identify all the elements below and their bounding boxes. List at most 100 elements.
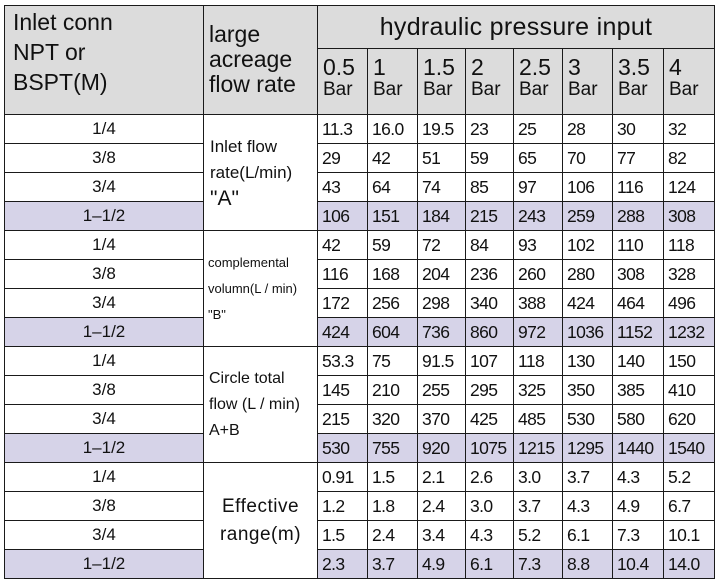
value-cell: 7.3 [612,520,664,550]
pressure-unit: Bar [471,79,501,100]
group-label-line: complemental [208,254,289,270]
value-cell: 2.1 [417,462,466,492]
inlet-size-cell: 1/4 [4,230,204,260]
value-cell: 82 [663,143,715,173]
value-cell: 604 [367,317,418,347]
value-cell: 370 [417,404,466,434]
value-cell: 3.7 [367,549,418,579]
value-cell: 53.3 [317,346,368,376]
value-cell: 4.3 [612,462,664,492]
pressure-unit: Bar [568,79,598,100]
value-cell: 204 [417,259,466,289]
table-body: 1/4 Inlet flow rate(L/min) "A" 11.3 16.0 19.5 2… [4,114,715,579]
pressure-header-cell: 4 Bar [663,48,715,115]
value-cell: 2.4 [417,491,466,521]
group-label-cell: Circle total flow (L / min) A+B [203,346,318,463]
value-cell: 16.0 [367,114,418,144]
table-row: 3/8 1.2 1.8 2.4 3.0 3.7 4.3 4.9 6.7 [4,491,715,521]
value-cell: 485 [513,404,563,434]
value-cell: 5.2 [663,462,715,492]
pressure-value: 4 [669,54,682,80]
inlet-header-line: NPT or [13,39,86,65]
value-cell: 1440 [612,433,664,463]
value-cell: 151 [367,201,418,231]
table-row: 1/4 Effective range(m) 0.91 1.5 2.1 2.6 3.0 3.7 4… [4,462,715,579]
inlet-size-cell: 1/4 [4,346,204,376]
pressure-unit: Bar [423,79,453,100]
inlet-size-cell: 3/4 [4,404,204,434]
pressure-header-cell: 0.5 Bar [317,48,368,115]
pressure-header-row: 0.5 Bar 1 Bar 1.5 Bar 2 Bar 2.5 Bar 3 Bar 3.5 Bar 4 Bar [5,48,715,115]
value-cell: 3.7 [513,491,563,521]
value-cell: 215 [317,404,368,434]
value-cell: 23 [465,114,514,144]
value-cell: 410 [663,375,715,405]
value-cell: 280 [562,259,613,289]
value-cell: 3.0 [513,462,563,492]
value-cell: 32 [663,114,715,144]
pressure-value: 3.5 [618,54,650,80]
value-cell: 116 [612,172,664,202]
value-cell: 385 [612,375,664,405]
pressure-value: 1.5 [423,54,455,80]
value-cell: 860 [465,317,514,347]
value-cell: 215 [465,201,514,231]
value-cell: 340 [465,288,514,318]
inlet-size-cell: 3/8 [4,375,204,405]
value-cell: 4.3 [465,520,514,550]
value-cell: 118 [513,346,563,376]
table-row: 3/8 145 210 255 295 325 350 385 410 [4,375,715,405]
group-label-cell: complemental volumn(L / min) "B" [203,230,318,347]
value-cell: 4.9 [417,549,466,579]
value-cell: 1232 [663,317,715,347]
inlet-size-cell: 3/8 [4,143,204,173]
group-label-cell: Inlet flow rate(L/min) "A" [203,114,318,231]
value-cell: 325 [513,375,563,405]
value-cell: 97 [513,172,563,202]
value-cell: 168 [367,259,418,289]
pressure-value: 3 [568,54,581,80]
value-cell: 30 [612,114,664,144]
table-row: 1–1/2 2.3 3.7 4.9 6.1 7.3 8.8 10.4 14.0 [4,549,715,579]
large-header-line: flow rate [209,71,296,97]
value-cell: 3.0 [465,491,514,521]
value-cell: 10.1 [663,520,715,550]
value-cell: 496 [663,288,715,318]
large-header-line: large [209,21,261,47]
inlet-size-cell: 3/8 [4,491,204,521]
value-cell: 1036 [562,317,613,347]
group-label-line: Inlet flow [210,136,278,156]
value-cell: 1.2 [317,491,368,521]
value-cell: 388 [513,288,563,318]
value-cell: 172 [317,288,368,318]
value-cell: 1152 [612,317,664,347]
value-cell: 530 [317,433,368,463]
value-cell: 72 [417,230,466,260]
inlet-size-cell: 1–1/2 [4,201,204,231]
value-cell: 3.7 [562,462,613,492]
group-label-line: "A" [210,186,239,210]
inlet-size-cell: 3/8 [4,259,204,289]
value-cell: 1075 [465,433,514,463]
group-label-line: range(m) [219,523,302,545]
table-row: 3/8 29 42 51 59 65 70 77 82 [4,143,715,173]
value-cell: 424 [562,288,613,318]
value-cell: 110 [612,230,664,260]
table-row: 3/4 215 320 370 425 485 530 580 620 [4,404,715,434]
group-label-cell: Effective range(m) [203,462,318,579]
value-cell: 116 [317,259,368,289]
value-cell: 1.5 [317,520,368,550]
value-cell: 184 [417,201,466,231]
value-cell: 42 [367,143,418,173]
value-cell: 1.8 [367,491,418,521]
value-cell: 118 [663,230,715,260]
value-cell: 107 [465,346,514,376]
value-cell: 3.4 [417,520,466,550]
value-cell: 84 [465,230,514,260]
value-cell: 145 [317,375,368,405]
value-cell: 1.5 [367,462,418,492]
inlet-size-cell: 3/4 [4,520,204,550]
value-cell: 6.7 [663,491,715,521]
value-cell: 0.91 [317,462,368,492]
value-cell: 65 [513,143,563,173]
